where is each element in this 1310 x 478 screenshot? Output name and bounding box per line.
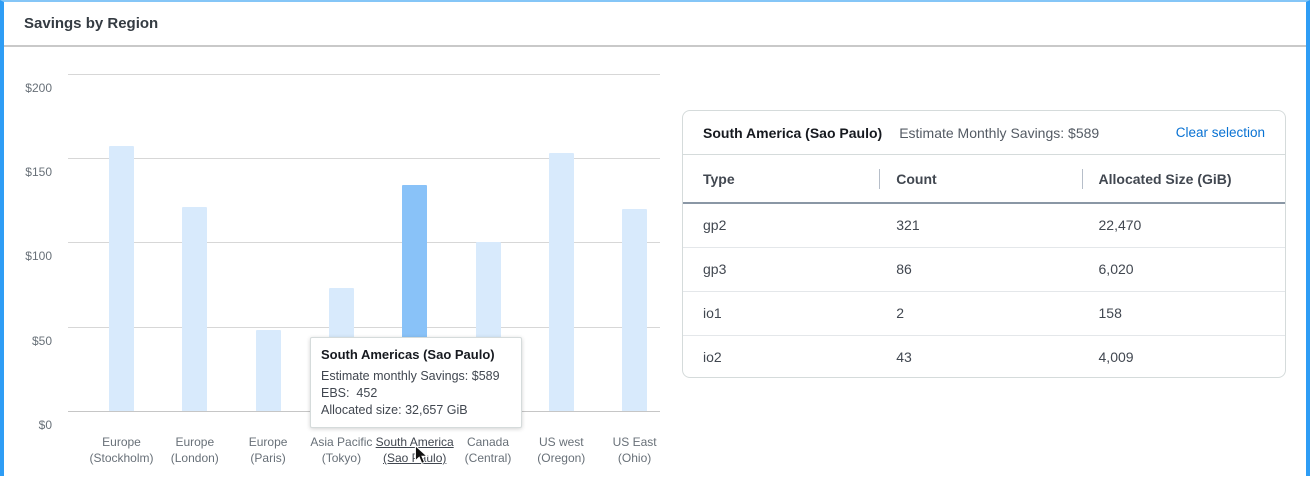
table-header-row: Type Count Allocated Size (GiB): [683, 155, 1285, 204]
bar-europe-stockholm-[interactable]: [109, 146, 134, 411]
savings-chart: $0 $50 $100 $150 $200 Europe (Stockholm) Europe…: [4, 2, 674, 478]
table-cell: 86: [879, 247, 1082, 292]
table-cell: 22,470: [1081, 203, 1285, 248]
table-row-io2: io2 43 4,009: [683, 335, 1285, 379]
column-header-type: Type: [683, 155, 880, 204]
title-divider: [4, 45, 1306, 47]
y-axis-tick: $100: [25, 249, 52, 264]
monthly-savings-text: Estimate Monthly Savings: $589: [899, 124, 1100, 141]
table-cell: 2: [879, 291, 1082, 336]
table-cell: gp2: [683, 203, 880, 248]
tooltip-title: South Americas (Sao Paulo): [321, 347, 495, 362]
bar-europe-london-[interactable]: [182, 206, 208, 411]
gridline-$100: [68, 242, 660, 244]
y-axis-tick: $50: [31, 333, 52, 348]
x-axis-label-europe-stockholm-[interactable]: Europe (Stockholm): [89, 435, 154, 465]
volume-type-table: Type Count Allocated Size (GiB) gp2 321 22,4…: [683, 155, 1285, 379]
x-axis-label-canada-central-[interactable]: Canada (Central): [464, 435, 512, 465]
bar-tooltip: South Americas (Sao Paulo) Estimate mont…: [310, 337, 522, 428]
table-cell: 158: [1081, 291, 1285, 336]
column-header-allocated-size-gib-: Allocated Size (GiB): [1081, 155, 1285, 204]
bar-europe-paris-[interactable]: [255, 330, 281, 411]
table-cell: 4,009: [1098, 349, 1134, 366]
gridline-$150: [68, 158, 660, 160]
y-axis-tick: $150: [25, 165, 52, 180]
y-axis-tick: $200: [25, 80, 52, 95]
table-row-gp3: gp3 86 6,020: [683, 247, 1285, 292]
tooltip-ebs-line: EBS: 452: [321, 386, 378, 400]
table-row-gp2: gp2 321 22,470: [683, 203, 1285, 248]
table-row-io1: io1 2 158: [683, 291, 1285, 336]
mouse-cursor-icon: [414, 444, 429, 470]
table-cell: gp3: [683, 247, 880, 292]
bar-us-west-oregon-[interactable]: [548, 153, 574, 411]
x-axis-label-south-america-sao-paulo-[interactable]: South America (Sao Paulo): [375, 435, 454, 465]
bar-us-east-ohio-[interactable]: [622, 208, 648, 411]
x-axis-label-us-west-oregon-[interactable]: US west (Oregon): [537, 435, 586, 465]
gridline-$50: [68, 326, 660, 328]
tooltip-allocated-line: Allocated size: 32,657 GiB: [321, 403, 468, 417]
x-axis-label-europe-london-[interactable]: Europe (London): [170, 435, 219, 465]
x-axis-label-asia-pacific-tokyo-[interactable]: Asia Pacific (Tokyo): [310, 435, 373, 465]
clear-selection-link[interactable]: Clear selection: [1175, 125, 1265, 140]
region-detail-panel: South America (Sao Paulo) Estimate Month…: [682, 110, 1286, 378]
tooltip-savings-line: Estimate monthly Savings: $589: [321, 369, 500, 383]
x-axis-label-us-east-ohio-[interactable]: US East (Ohio): [612, 435, 657, 465]
table-cell: 321: [879, 203, 1082, 248]
y-axis-tick: $0: [38, 418, 52, 432]
x-axis-label-europe-paris-[interactable]: Europe (Paris): [248, 435, 288, 465]
table-cell: 43: [896, 349, 912, 366]
region-detail-header: South America (Sao Paulo) Estimate Month…: [683, 111, 1285, 155]
column-header-count: Count: [879, 155, 1082, 204]
gridline-$200: [68, 73, 660, 75]
selected-region-title: South America (Sao Paulo): [703, 124, 883, 141]
table-cell: io1: [683, 291, 880, 336]
table-cell: 6,020: [1081, 247, 1285, 292]
table-cell: io2: [703, 349, 722, 366]
page-title: Savings by Region: [24, 15, 159, 32]
